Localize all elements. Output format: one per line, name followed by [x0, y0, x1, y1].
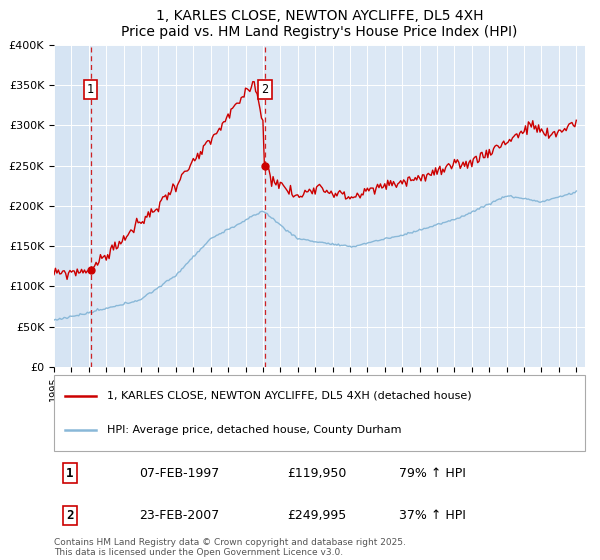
- Text: £119,950: £119,950: [287, 466, 347, 479]
- Bar: [54, 45, 91, 367]
- Text: Contains HM Land Registry data © Crown copyright and database right 2025.
This d: Contains HM Land Registry data © Crown c…: [54, 538, 406, 557]
- Text: HPI: Average price, detached house, County Durham: HPI: Average price, detached house, Coun…: [107, 426, 401, 435]
- Text: 1, KARLES CLOSE, NEWTON AYCLIFFE, DL5 4XH (detached house): 1, KARLES CLOSE, NEWTON AYCLIFFE, DL5 4X…: [107, 391, 472, 400]
- Title: 1, KARLES CLOSE, NEWTON AYCLIFFE, DL5 4XH
Price paid vs. HM Land Registry's Hous: 1, KARLES CLOSE, NEWTON AYCLIFFE, DL5 4X…: [121, 10, 518, 39]
- FancyBboxPatch shape: [54, 375, 585, 451]
- Text: 37% ↑ HPI: 37% ↑ HPI: [399, 509, 466, 522]
- Text: 1: 1: [66, 466, 74, 479]
- Text: 79% ↑ HPI: 79% ↑ HPI: [399, 466, 466, 479]
- Text: 07-FEB-1997: 07-FEB-1997: [139, 466, 219, 479]
- Text: 1: 1: [87, 82, 94, 96]
- Text: 2: 2: [262, 82, 269, 96]
- Text: £249,995: £249,995: [287, 509, 347, 522]
- Text: 2: 2: [66, 509, 74, 522]
- Text: 23-FEB-2007: 23-FEB-2007: [139, 509, 219, 522]
